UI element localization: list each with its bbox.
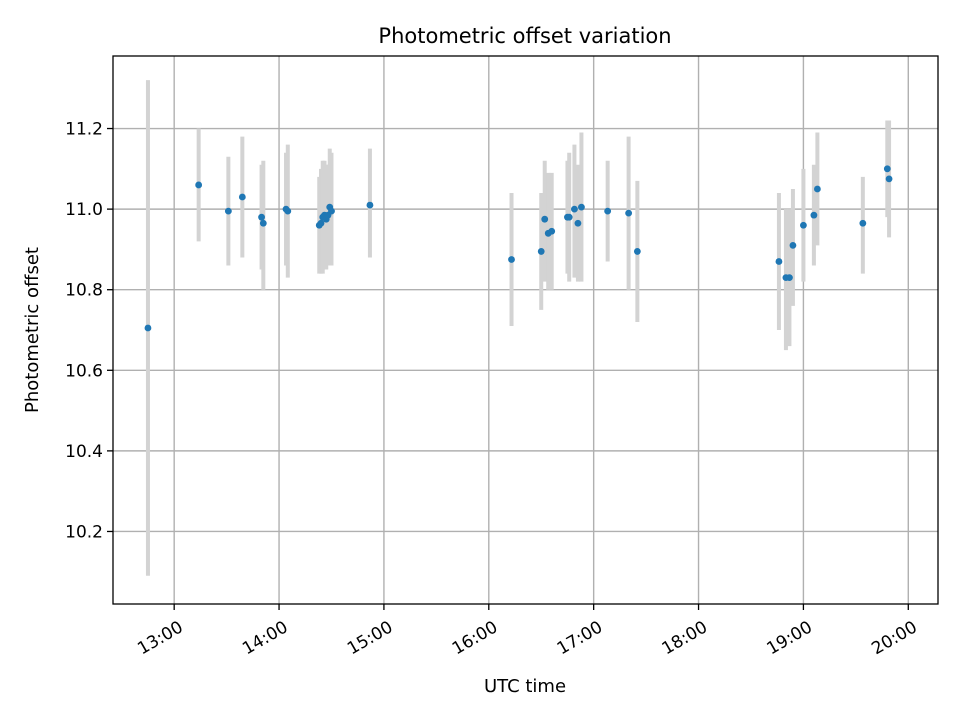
data-point: [258, 213, 265, 221]
data-point: [224, 207, 232, 215]
data-point: [775, 258, 783, 265]
y-tick-label: 10.8: [65, 281, 103, 301]
data-point: [144, 324, 152, 332]
data-point: [548, 227, 556, 235]
y-tick-label: 10.6: [65, 361, 103, 381]
data-point: [537, 248, 545, 255]
data-point: [810, 211, 818, 219]
chart-title: Photometric offset variation: [378, 24, 671, 48]
y-tick-label: 10.4: [65, 442, 103, 462]
y-axis-label: Photometric offset: [22, 247, 43, 413]
data-point: [574, 219, 582, 227]
data-point: [284, 207, 292, 215]
data-point: [625, 209, 633, 217]
data-point: [859, 219, 867, 227]
data-point: [786, 274, 793, 282]
data-point: [541, 215, 549, 223]
data-point: [259, 219, 267, 227]
y-tick-label: 11.2: [65, 120, 103, 140]
data-point: [789, 241, 797, 249]
data-point: [813, 185, 821, 193]
y-tick-label: 11.0: [65, 200, 103, 220]
data-point: [366, 201, 374, 209]
grid-lines: [113, 56, 938, 604]
x-axis-label: UTC time: [484, 676, 566, 697]
data-point: [565, 213, 573, 221]
data-point: [195, 181, 203, 189]
data-point: [604, 207, 612, 215]
data-point: [238, 193, 246, 201]
data-point: [317, 219, 325, 227]
data-point: [578, 203, 585, 211]
y-tick-label: 10.2: [65, 522, 103, 542]
data-point: [885, 175, 893, 183]
data-point: [571, 205, 578, 213]
data-point: [508, 256, 515, 263]
data-point: [883, 165, 891, 173]
plot-area-frame: [112, 55, 939, 605]
data-point: [633, 248, 641, 255]
data-points: [144, 165, 893, 332]
data-point: [328, 207, 335, 215]
data-point: [800, 221, 807, 229]
